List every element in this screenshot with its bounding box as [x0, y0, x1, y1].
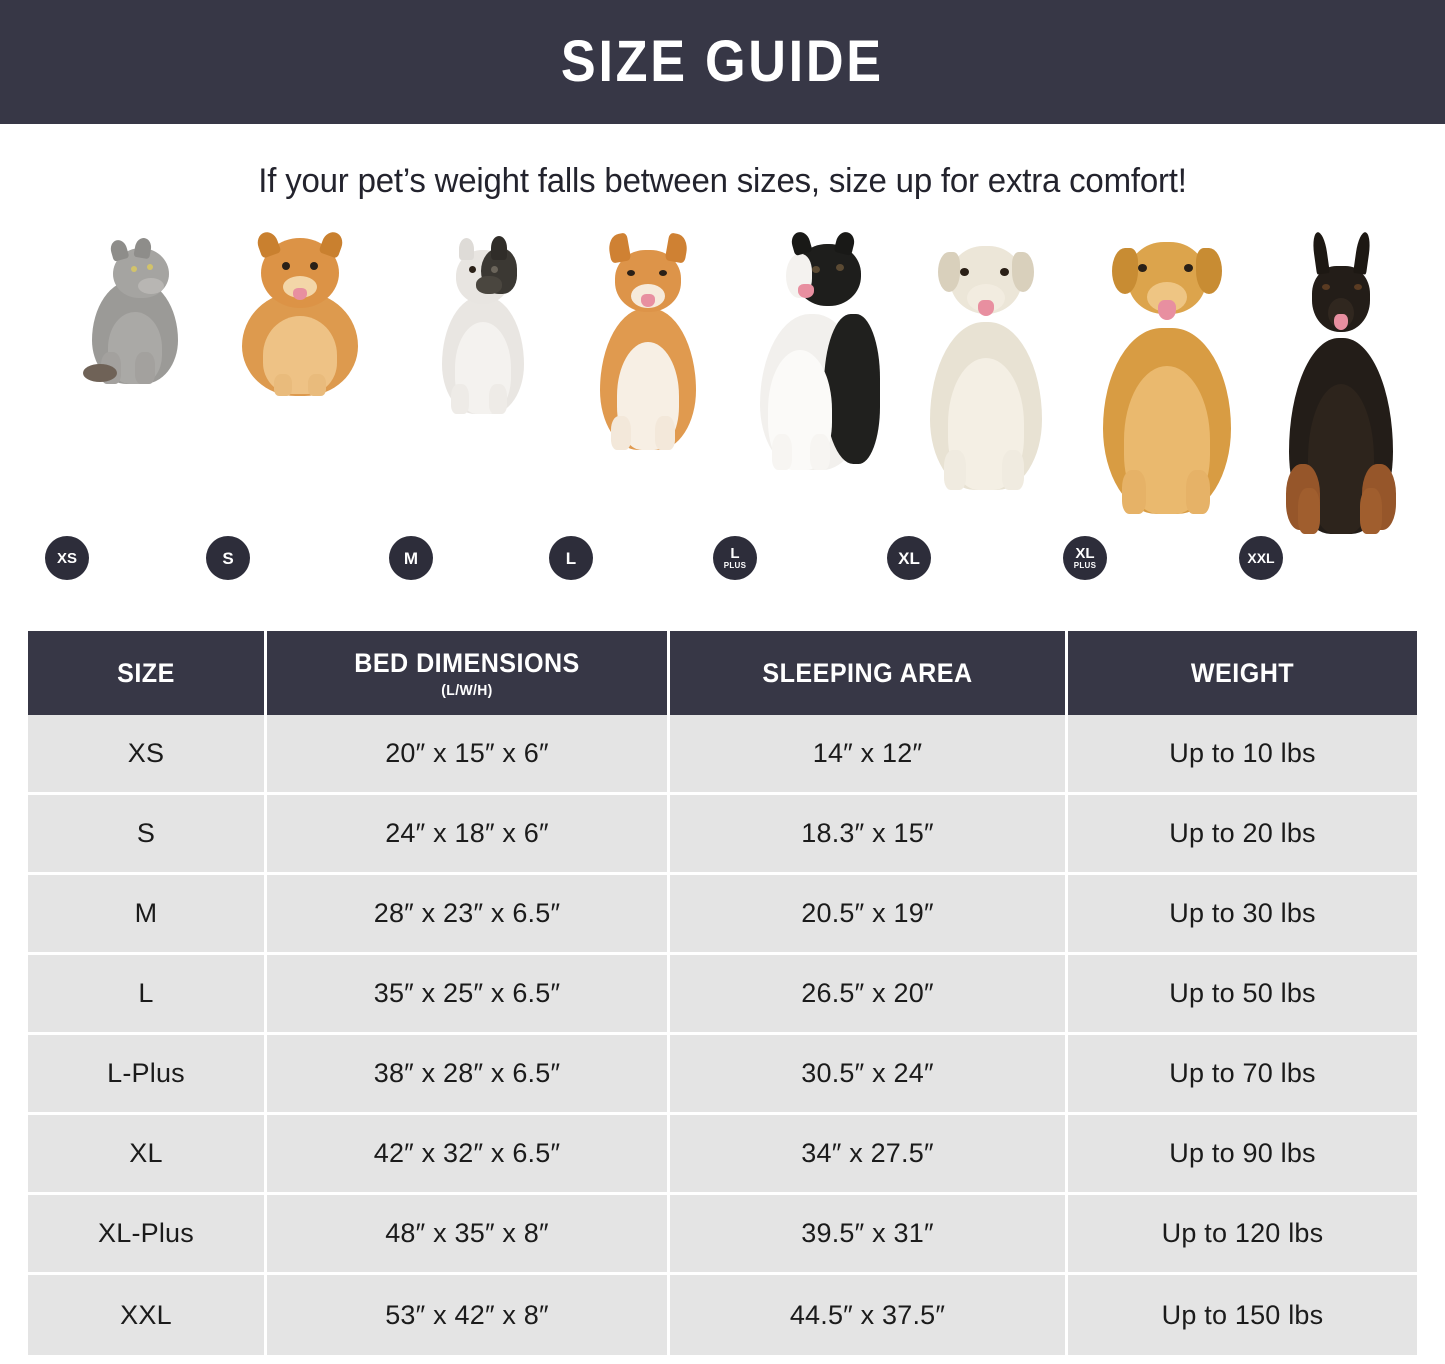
cell-dimensions: 42″ x 32″ x 6.5″	[267, 1115, 670, 1195]
cell-weight: Up to 150 lbs	[1068, 1275, 1417, 1355]
pomeranian-dog-figure	[234, 229, 366, 396]
table-row: M 28″ x 23″ x 6.5″ 20.5″ x 19″ Up to 30 …	[28, 875, 1417, 955]
column-header-bed-dimensions: BED DIMENSIONS (L/W/H)	[267, 631, 670, 715]
table-row: S 24″ x 18″ x 6″ 18.3″ x 15″ Up to 20 lb…	[28, 795, 1417, 875]
column-header-label: BED DIMENSIONS	[354, 647, 580, 678]
cell-sleeping-area: 20.5″ x 19″	[670, 875, 1068, 955]
cell-dimensions: 20″ x 15″ x 6″	[267, 715, 670, 795]
cell-sleeping-area: 26.5″ x 20″	[670, 955, 1068, 1035]
cell-sleeping-area: 18.3″ x 15″	[670, 795, 1068, 875]
animal-slot-l-plus: L PLUS	[712, 229, 912, 590]
cell-size: M	[28, 875, 267, 955]
size-badge-xl: XL	[887, 536, 931, 580]
table-body: XS 20″ x 15″ x 6″ 14″ x 12″ Up to 10 lbs…	[28, 715, 1417, 1355]
size-badge-m: M	[389, 536, 433, 580]
cell-weight: Up to 120 lbs	[1068, 1195, 1417, 1275]
french-bulldog-figure	[429, 232, 537, 414]
badge-label: XXL	[1247, 550, 1275, 566]
animal-slot-m: M	[388, 236, 578, 590]
cell-weight: Up to 30 lbs	[1068, 875, 1417, 955]
column-header-sleeping-area: SLEEPING AREA	[670, 631, 1068, 715]
size-badge-s: S	[206, 536, 250, 580]
badge-label: M	[403, 548, 419, 568]
size-badge-l: L	[549, 536, 593, 580]
header-bar: SIZE GUIDE	[0, 0, 1445, 124]
table-head: SIZE BED DIMENSIONS (L/W/H) SLEEPING ARE…	[28, 631, 1417, 715]
shiba-inu-dog-figure	[585, 232, 711, 450]
border-collie-dog-figure	[742, 229, 882, 470]
column-header-size: SIZE	[28, 631, 267, 715]
subtitle-text: If your pet’s weight falls between sizes…	[258, 162, 1187, 200]
cell-sleeping-area: 39.5″ x 31″	[670, 1195, 1068, 1275]
badge-sublabel: PLUS	[1073, 561, 1097, 570]
cell-size: L-Plus	[28, 1035, 267, 1115]
cell-weight: Up to 90 lbs	[1068, 1115, 1417, 1195]
badge-label: XL	[1075, 545, 1095, 562]
cell-dimensions: 53″ x 42″ x 8″	[267, 1275, 670, 1355]
badge-label: XL	[898, 548, 920, 568]
column-header-label: SIZE	[117, 657, 175, 688]
table-row: XXL 53″ x 42″ x 8″ 44.5″ x 37.5″ Up to 1…	[28, 1275, 1417, 1355]
animal-slot-xl: XL	[886, 246, 1086, 590]
animal-slot-l: L	[548, 232, 748, 590]
cell-dimensions: 35″ x 25″ x 6.5″	[267, 955, 670, 1035]
cell-weight: Up to 50 lbs	[1068, 955, 1417, 1035]
size-badge-xxl: XXL	[1239, 536, 1283, 580]
cell-dimensions: 24″ x 18″ x 6″	[267, 795, 670, 875]
cell-size: XL	[28, 1115, 267, 1195]
badge-label: S	[222, 548, 234, 568]
size-badge-xs: XS	[45, 536, 89, 580]
doberman-dog-figure	[1266, 231, 1416, 534]
golden-retriever-figure	[1086, 232, 1248, 514]
cell-weight: Up to 20 lbs	[1068, 795, 1417, 875]
table-row: L-Plus 38″ x 28″ x 6.5″ 30.5″ x 24″ Up t…	[28, 1035, 1417, 1115]
table-row: XL 42″ x 32″ x 6.5″ 34″ x 27.5″ Up to 90…	[28, 1115, 1417, 1195]
animal-size-illustration-row: XS S	[0, 229, 1445, 590]
cell-sleeping-area: 30.5″ x 24″	[670, 1035, 1068, 1115]
column-header-sublabel: (L/W/H)	[441, 681, 493, 699]
cell-size: S	[28, 795, 267, 875]
cell-size: XXL	[28, 1275, 267, 1355]
cell-dimensions: 38″ x 28″ x 6.5″	[267, 1035, 670, 1115]
animal-slot-xs: XS	[40, 236, 230, 590]
size-badge-xl-plus: XL PLUS	[1063, 536, 1107, 580]
table-header-row: SIZE BED DIMENSIONS (L/W/H) SLEEPING ARE…	[28, 631, 1417, 715]
animal-slot-s: S	[205, 229, 395, 590]
cell-dimensions: 48″ x 35″ x 8″	[267, 1195, 670, 1275]
column-header-label: WEIGHT	[1190, 657, 1295, 688]
column-header-label: SLEEPING AREA	[762, 657, 973, 688]
cell-size: XS	[28, 715, 267, 795]
badge-label: XS	[56, 549, 77, 567]
table-row: XL-Plus 48″ x 35″ x 8″ 39.5″ x 31″ Up to…	[28, 1195, 1417, 1275]
cell-size: L	[28, 955, 267, 1035]
table-row: L 35″ x 25″ x 6.5″ 26.5″ x 20″ Up to 50 …	[28, 955, 1417, 1035]
cell-weight: Up to 70 lbs	[1068, 1035, 1417, 1115]
gray-cat-figure	[75, 232, 195, 384]
badge-label: L	[730, 545, 740, 562]
cell-sleeping-area: 44.5″ x 37.5″	[670, 1275, 1068, 1355]
labrador-dog-figure	[912, 232, 1060, 490]
page-title: SIZE GUIDE	[561, 29, 884, 94]
cell-dimensions: 28″ x 23″ x 6.5″	[267, 875, 670, 955]
size-guide-table: SIZE BED DIMENSIONS (L/W/H) SLEEPING ARE…	[28, 631, 1417, 1355]
cell-sleeping-area: 34″ x 27.5″	[670, 1115, 1068, 1195]
badge-sublabel: PLUS	[723, 561, 747, 570]
animal-slot-xl-plus: XL PLUS	[1062, 242, 1272, 590]
animal-slot-xxl: XXL	[1238, 231, 1443, 590]
cell-size: XL-Plus	[28, 1195, 267, 1275]
badge-label: L	[565, 548, 577, 568]
table-row: XS 20″ x 15″ x 6″ 14″ x 12″ Up to 10 lbs	[28, 715, 1417, 795]
cell-sleeping-area: 14″ x 12″	[670, 715, 1068, 795]
column-header-weight: WEIGHT	[1068, 631, 1417, 715]
size-badge-l-plus: L PLUS	[713, 536, 757, 580]
cell-weight: Up to 10 lbs	[1068, 715, 1417, 795]
